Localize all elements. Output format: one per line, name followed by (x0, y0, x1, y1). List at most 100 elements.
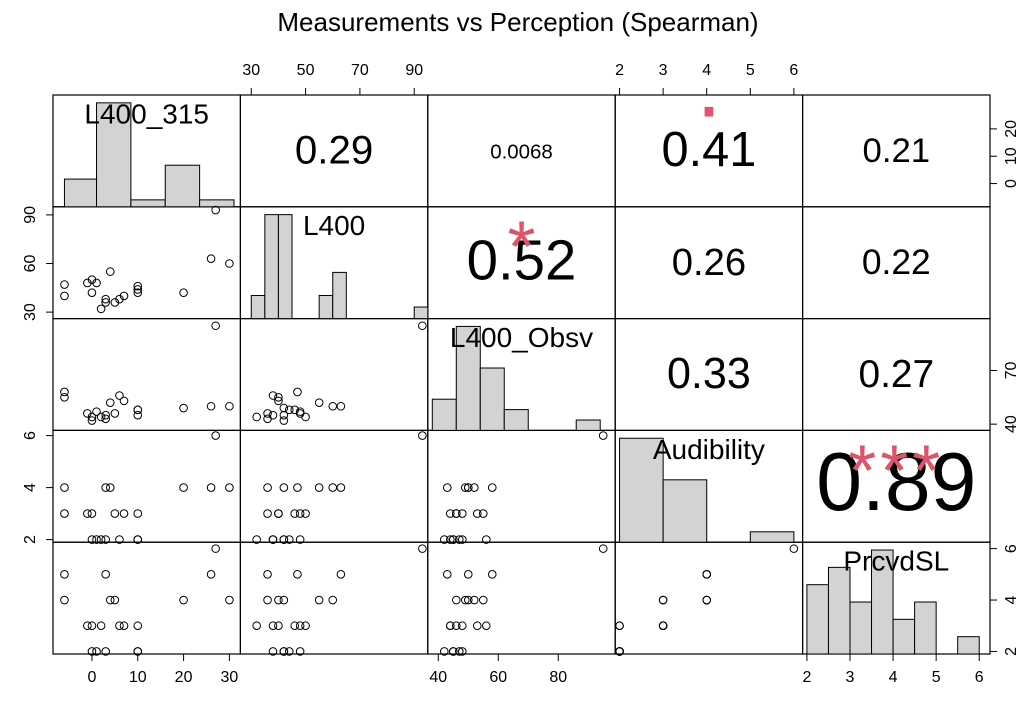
y-tick-label: 6 (1003, 544, 1020, 553)
histogram-bar (164, 164, 201, 208)
y-tick-label: 90 (22, 206, 39, 224)
histogram-bar (957, 636, 980, 655)
scatter-point (87, 412, 97, 422)
scatter-point (328, 595, 338, 605)
scatter-point (279, 416, 289, 425)
scatter-point (83, 621, 92, 631)
scatter-point (87, 647, 97, 656)
scatter-point (658, 621, 668, 631)
scatter-point (451, 595, 461, 605)
histogram-bar (63, 178, 98, 208)
scatter-point (418, 544, 427, 553)
scatter-point (96, 304, 106, 314)
variable-name: PrcvdSL (843, 546, 949, 577)
scatter-point (211, 205, 220, 215)
scatter-point (472, 621, 482, 631)
y-tick-label: 0 (1003, 179, 1020, 188)
scatter-point (442, 570, 452, 579)
scatter-point (179, 595, 188, 605)
variable-name: L400_315 (84, 98, 209, 129)
histogram-bar (827, 566, 851, 655)
histogram-bar (503, 409, 529, 431)
scatter-point (457, 647, 467, 656)
scatter-point (60, 387, 69, 397)
significance-stars: * (507, 208, 535, 288)
scatter-point (295, 621, 305, 631)
x-tick-label: 20 (175, 669, 193, 686)
variable-name: Audibility (653, 434, 765, 465)
x-tick-label: 60 (489, 669, 507, 686)
scatter-point (469, 595, 479, 605)
scatter-point (295, 647, 305, 656)
scatter-point (478, 509, 488, 518)
correlation-value: 0.27 (858, 353, 934, 396)
scatter-point (463, 483, 473, 492)
scatter-point (295, 407, 305, 416)
scatter-point (60, 483, 69, 492)
scatter-point (92, 278, 101, 288)
histogram-bar (662, 479, 708, 543)
x-tick-label: 0 (87, 669, 96, 686)
x-tick-label: 90 (405, 62, 423, 79)
scatter-point (101, 414, 110, 424)
panel-frame (239, 318, 429, 432)
x-tick-label: 30 (221, 669, 239, 686)
histogram-bar (575, 419, 601, 431)
scatter-point (279, 595, 289, 605)
scatter-point (101, 294, 110, 304)
histogram-bar (479, 367, 505, 431)
scatter-point (457, 621, 467, 631)
panel-frame (239, 429, 429, 543)
scatter-point (119, 621, 129, 631)
scatter-point (206, 483, 216, 492)
scatter-point (290, 405, 300, 415)
y-tick-label: 2 (22, 535, 39, 544)
histogram-bar (199, 199, 235, 208)
scatter-point (268, 410, 278, 420)
scatter-point (314, 483, 324, 492)
x-tick-label: 10 (129, 669, 147, 686)
scatter-point (418, 321, 427, 331)
correlation-value: 0.52 (467, 229, 577, 292)
scatter-point (293, 483, 302, 492)
scatter-point (133, 509, 143, 518)
histogram-bar (871, 549, 894, 655)
scatter-point (133, 647, 143, 656)
x-tick-label: 70 (351, 62, 369, 79)
scatter-point (206, 401, 216, 411)
scatter-point (252, 535, 261, 544)
scatter-point (301, 412, 310, 422)
scatter-point (279, 535, 289, 544)
scatter-point (83, 509, 92, 518)
panel-frame (239, 541, 429, 655)
scatter-point (418, 431, 427, 440)
scatter-point (279, 403, 289, 413)
scatter-point (252, 621, 261, 631)
y-tick-label: 2 (1003, 647, 1020, 656)
scatter-point (133, 285, 143, 294)
scatter-point (702, 595, 712, 605)
scatter-point (274, 393, 283, 402)
x-tick-label: 3 (659, 62, 668, 79)
scatter-point (133, 535, 143, 544)
scatter-point (96, 535, 106, 544)
scatter-point (96, 412, 106, 422)
scatter-point (445, 535, 455, 544)
scatter-point (87, 275, 97, 285)
scatter-point (263, 483, 272, 492)
scatter-point (105, 595, 115, 605)
scatter-point (119, 509, 129, 518)
scatter-point (615, 647, 624, 656)
panel-frame (52, 318, 241, 432)
correlation-value: 0.21 (863, 132, 931, 170)
scatter-point (293, 387, 302, 397)
scatter-point (206, 254, 216, 263)
scatter-point (448, 647, 458, 656)
histogram-bar (849, 601, 873, 655)
histogram-bar (96, 102, 132, 208)
scatter-point (268, 535, 278, 544)
scatter-point (295, 509, 305, 518)
scatter-point (481, 621, 491, 631)
panel-frame (427, 429, 616, 543)
scatter-point (60, 393, 69, 402)
